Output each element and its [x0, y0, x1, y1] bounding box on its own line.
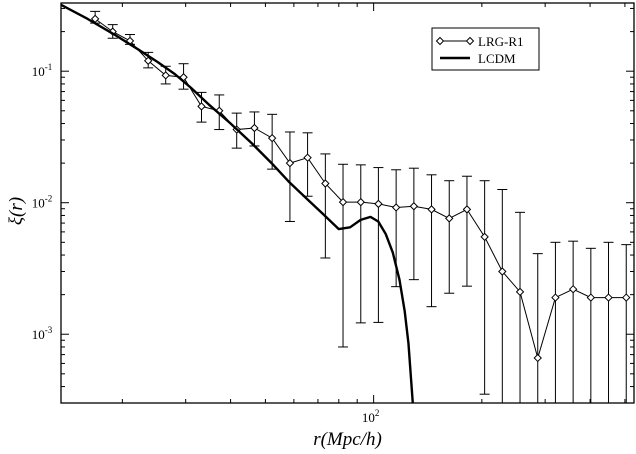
- legend-label: LRG-R1: [478, 34, 524, 49]
- legend-label: LCDM: [478, 51, 516, 66]
- data-point: [303, 153, 312, 162]
- data-point: [285, 158, 295, 168]
- data-point: [197, 102, 206, 111]
- data-point: [161, 71, 170, 80]
- data-point: [374, 199, 383, 209]
- data-point: [622, 293, 631, 302]
- data-point: [604, 293, 613, 302]
- axis-ticks: [61, 3, 634, 404]
- x-tick-label: 102: [362, 408, 380, 425]
- data-point: [427, 205, 436, 214]
- data-point: [498, 267, 507, 276]
- data-point: [108, 27, 117, 36]
- data-point: [551, 293, 560, 302]
- data-point: [445, 214, 454, 223]
- x-axis-label: r(Mpc/h): [313, 429, 382, 450]
- data-point: [391, 203, 401, 212]
- data-point: [250, 123, 259, 133]
- legend-box: [431, 27, 540, 71]
- plot-area: [61, 3, 632, 403]
- y-tick-label: 10-1: [32, 62, 53, 79]
- data-point: [568, 284, 578, 294]
- y-tick-label: 10-2: [32, 194, 53, 211]
- data-point: [356, 197, 365, 207]
- data-point: [515, 287, 525, 297]
- data-point: [480, 232, 489, 242]
- legend-marker: [435, 36, 445, 46]
- y-axis-label: ξ(r): [6, 197, 27, 225]
- data-point: [586, 293, 596, 302]
- data-point: [462, 205, 472, 214]
- data-point: [533, 353, 542, 363]
- plot-frame: [60, 2, 635, 404]
- legend: LRG-R1 LCDM: [431, 27, 540, 71]
- data-point: [321, 179, 330, 188]
- data-point: [409, 202, 419, 211]
- y-tick-label: 10-3: [32, 325, 53, 342]
- series-line-lcdm: [61, 3, 414, 403]
- data-point: [143, 56, 153, 65]
- data-point: [338, 197, 348, 207]
- legend-marker: [465, 36, 475, 46]
- data-point: [267, 133, 277, 143]
